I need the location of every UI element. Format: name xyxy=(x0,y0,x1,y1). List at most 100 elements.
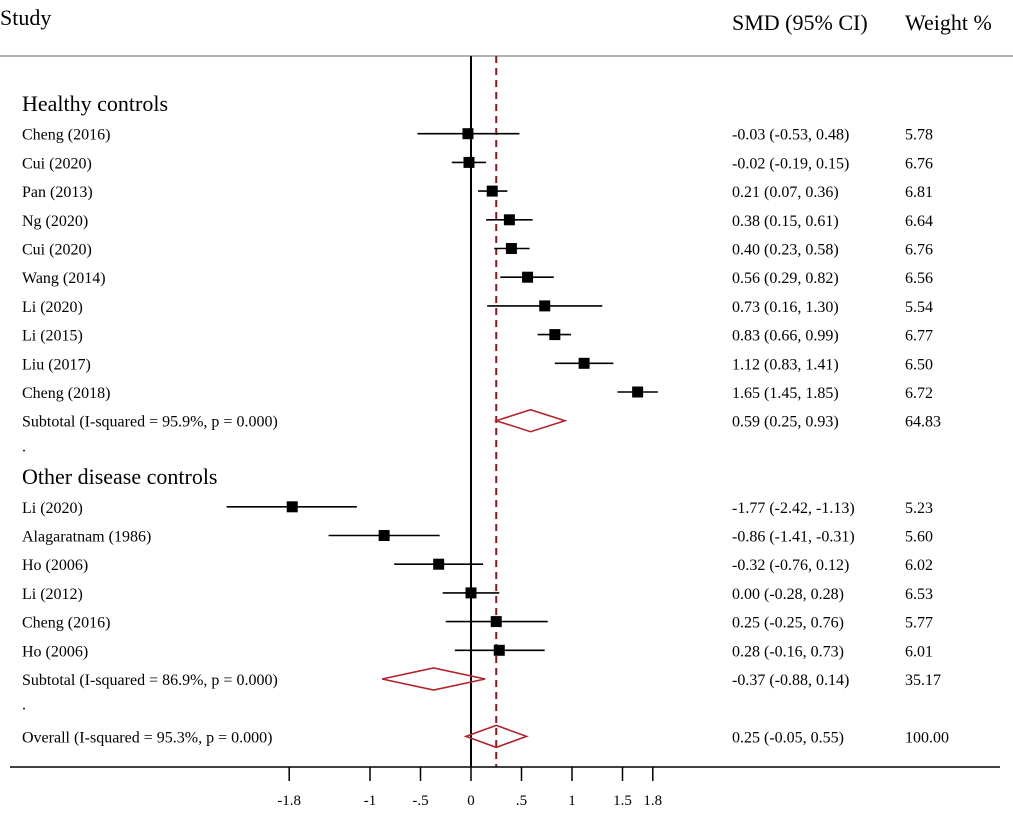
effect-marker xyxy=(433,558,445,570)
study-label: Ho (2006) xyxy=(22,557,88,574)
weight-value: 6.50 xyxy=(905,356,933,373)
spacer-dot: . xyxy=(22,438,26,455)
row-study: Ng (2020) 0.38 (0.15, 0.61) 6.64 xyxy=(22,213,933,230)
row-study: Cheng (2016) -0.03 (-0.53, 0.48) 5.78 xyxy=(22,127,933,144)
effect-marker xyxy=(505,243,517,254)
effect-marker xyxy=(462,128,474,140)
tick-label: -1 xyxy=(364,793,377,809)
effect-marker xyxy=(463,156,475,168)
study-label: Liu (2017) xyxy=(22,356,91,373)
study-label: Cui (2020) xyxy=(22,155,92,172)
row-overall: Overall (I-squared = 95.3%, p = 0.000) 0.… xyxy=(22,724,949,749)
x-axis: -1.8 -1 -.5 0 .5 1 1.5 1.8 xyxy=(10,766,1000,809)
row-study: Ho (2006) -0.32 (-0.76, 0.12) 6.02 xyxy=(22,557,933,574)
row-study: Cheng (2018) 1.65 (1.45, 1.85) 6.72 xyxy=(22,385,933,402)
weight-value: 6.64 xyxy=(905,213,933,230)
study-label: Cheng (2016) xyxy=(22,127,110,144)
study-label: Cheng (2016) xyxy=(22,615,110,632)
row-study: Liu (2017) 1.12 (0.83, 1.41) 6.50 xyxy=(22,356,933,373)
weight-value: 6.76 xyxy=(905,242,933,259)
weight-value: 5.60 xyxy=(905,529,933,546)
header-study: Study xyxy=(0,5,51,30)
study-label: Li (2015) xyxy=(22,328,83,345)
weight-value: 6.01 xyxy=(905,643,933,660)
weight-value: 6.81 xyxy=(905,184,933,201)
row-subtotal: Subtotal (I-squared = 95.9%, p = 0.000) 0… xyxy=(22,408,941,433)
ci-value: -0.03 (-0.53, 0.48) xyxy=(732,127,849,144)
ci-value: 1.12 (0.83, 1.41) xyxy=(732,356,839,373)
effect-marker xyxy=(578,357,590,369)
weight-value: 6.77 xyxy=(905,328,933,345)
weight-value: 5.78 xyxy=(905,127,933,144)
study-label: Li (2020) xyxy=(22,299,83,316)
ci-value: 0.00 (-0.28, 0.28) xyxy=(732,586,844,603)
ci-value: -0.32 (-0.76, 0.12) xyxy=(732,557,849,574)
row-study: Li (2020) -1.77 (-2.42, -1.13) 5.23 xyxy=(22,500,933,517)
row-subtotal: Subtotal (I-squared = 86.9%, p = 0.000) -… xyxy=(22,667,941,691)
study-label: Ho (2006) xyxy=(22,643,88,660)
study-label: Pan (2013) xyxy=(22,184,93,201)
tick-label: .5 xyxy=(516,793,527,809)
ci-value: -0.37 (-0.88, 0.14) xyxy=(732,672,849,689)
row-study: Li (2012) 0.00 (-0.28, 0.28) 6.53 xyxy=(22,586,933,603)
ci-value: 0.59 (0.25, 0.93) xyxy=(732,414,839,431)
weight-value: 5.54 xyxy=(905,299,933,316)
weight-value: 5.23 xyxy=(905,500,933,517)
ci-value: -0.02 (-0.19, 0.15) xyxy=(732,155,849,172)
ci-value: 0.83 (0.66, 0.99) xyxy=(732,328,839,345)
weight-value: 6.53 xyxy=(905,586,933,603)
row-study: Li (2020) 0.73 (0.16, 1.30) 5.54 xyxy=(22,299,933,316)
weight-value: 6.02 xyxy=(905,557,933,574)
study-label: Li (2020) xyxy=(22,500,83,517)
row-dot: . xyxy=(22,697,26,714)
subtotal-label: Subtotal (I-squared = 86.9%, p = 0.000) xyxy=(22,672,278,689)
row-study: Pan (2013) 0.21 (0.07, 0.36) 6.81 xyxy=(22,184,933,201)
effect-marker xyxy=(465,587,477,599)
tick-label: 1.5 xyxy=(613,793,632,809)
effect-marker xyxy=(632,386,644,398)
study-label: Alagaratnam (1986) xyxy=(22,529,151,546)
overall-label: Overall (I-squared = 95.3%, p = 0.000) xyxy=(22,729,272,746)
row-study: Cui (2020) -0.02 (-0.19, 0.15) 6.76 xyxy=(22,155,933,172)
row-study: Ho (2006) 0.28 (-0.16, 0.73) 6.01 xyxy=(22,643,933,660)
row-study: Cui (2020) 0.40 (0.23, 0.58) 6.76 xyxy=(22,242,933,259)
ci-value: 0.56 (0.29, 0.82) xyxy=(732,270,839,287)
subtotal-diamond xyxy=(493,408,568,433)
effect-marker xyxy=(378,530,390,541)
overall-diamond xyxy=(463,724,529,749)
effect-marker xyxy=(490,616,502,628)
effect-marker xyxy=(503,214,515,226)
row-study: Cheng (2016) 0.25 (-0.25, 0.76) 5.77 xyxy=(22,615,933,632)
ci-value: 0.38 (0.15, 0.61) xyxy=(732,213,839,230)
row-study: Alagaratnam (1986) -0.86 (-1.41, -0.31) 5.… xyxy=(22,529,933,546)
effect-marker xyxy=(486,185,498,197)
spacer-dot: . xyxy=(22,697,26,714)
subtotal-label: Subtotal (I-squared = 95.9%, p = 0.000) xyxy=(22,414,278,431)
tick-label: 0 xyxy=(467,793,475,809)
row-dot: . xyxy=(22,438,26,455)
study-label: Ng (2020) xyxy=(22,213,88,230)
weight-value: 6.76 xyxy=(905,155,933,172)
weight-value: 100.00 xyxy=(905,729,949,746)
weight-value: 6.72 xyxy=(905,385,933,402)
weight-value: 35.17 xyxy=(905,672,941,689)
study-label: Li (2012) xyxy=(22,586,83,603)
section-label: Other disease controls xyxy=(22,464,218,489)
tick-label: 1.8 xyxy=(643,793,662,809)
ci-value: -1.77 (-2.42, -1.13) xyxy=(732,500,855,517)
row-section: Healthy controls xyxy=(22,91,168,116)
effect-marker xyxy=(549,329,561,341)
ci-value: 0.25 (-0.05, 0.55) xyxy=(732,729,844,746)
forest-rows: Healthy controls Cheng (2016) -0.03 (-0.53… xyxy=(22,91,949,749)
ci-value: 0.25 (-0.25, 0.76) xyxy=(732,615,844,632)
tick-label: -.5 xyxy=(412,793,428,809)
ci-value: 1.65 (1.45, 1.85) xyxy=(732,385,839,402)
row-study: Li (2015) 0.83 (0.66, 0.99) 6.77 xyxy=(22,328,933,345)
study-label: Cheng (2018) xyxy=(22,385,110,402)
ci-value: 0.40 (0.23, 0.58) xyxy=(732,242,839,259)
effect-marker xyxy=(493,644,505,656)
ci-value: 0.21 (0.07, 0.36) xyxy=(732,184,839,201)
effect-marker xyxy=(539,300,551,312)
section-label: Healthy controls xyxy=(22,91,168,116)
